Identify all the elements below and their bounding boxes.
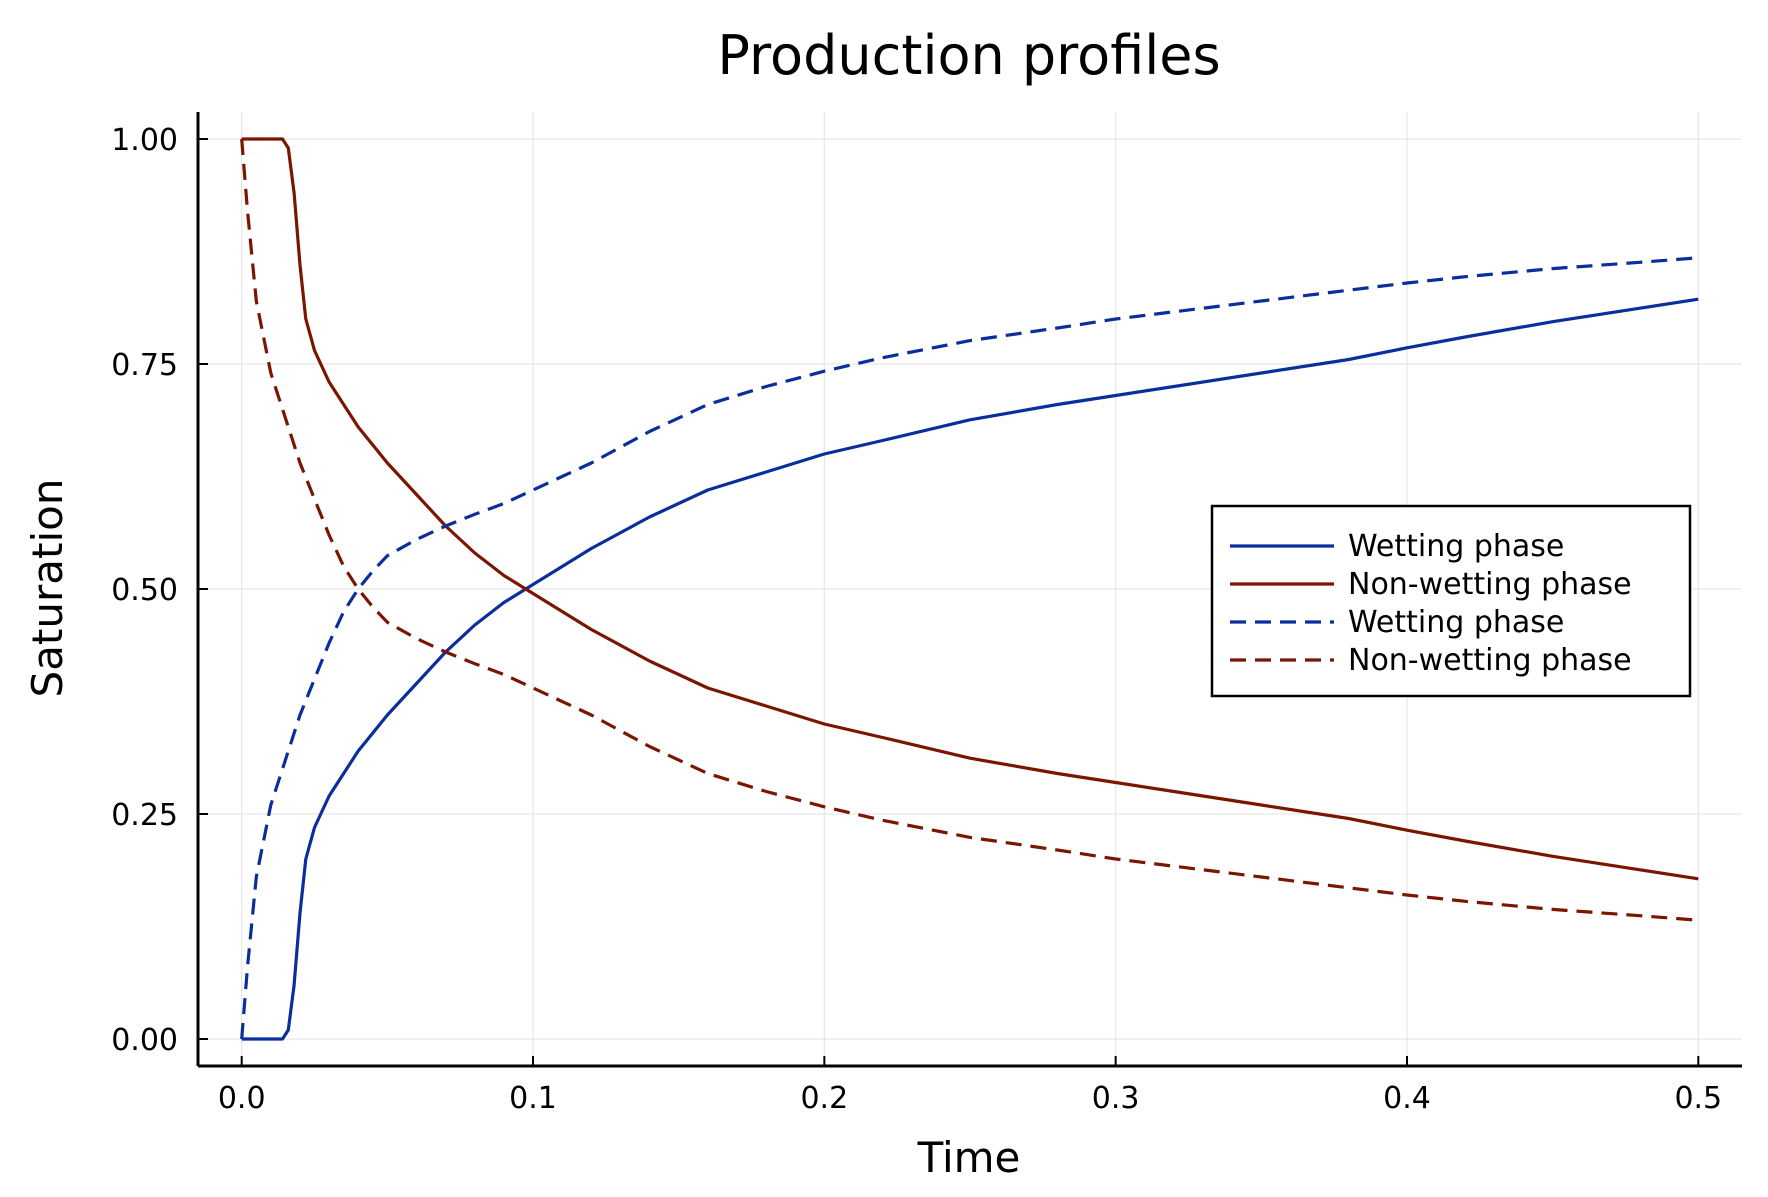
legend-label-2: Non-wetting phase xyxy=(1348,567,1632,602)
y-tick-label: 1.00 xyxy=(111,123,178,158)
x-tick-label: 0.0 xyxy=(218,1081,266,1116)
y-tick-label: 0.75 xyxy=(111,348,178,383)
legend-label-4: Non-wetting phase xyxy=(1348,643,1632,678)
chart-title: Production profiles xyxy=(717,24,1220,87)
y-tick-label: 0.25 xyxy=(111,798,178,833)
series-line-3 xyxy=(240,256,1699,1040)
grid xyxy=(198,112,1742,1066)
legend-label-3: Wetting phase xyxy=(1348,605,1564,640)
legend-label-1: Wetting phase xyxy=(1348,529,1564,564)
tick-labels: 0.0 0.1 0.2 0.3 0.4 0.5 0.00 0.25 0.50 0.75 1.00 xyxy=(111,123,1722,1116)
series-group xyxy=(240,137,1699,1041)
x-axis-label: Time xyxy=(917,1133,1021,1182)
legend-box xyxy=(1210,504,1692,698)
y-tick-label: 0.50 xyxy=(111,573,178,608)
x-tick-label: 0.3 xyxy=(1092,1081,1140,1116)
x-tick-label: 0.1 xyxy=(509,1081,557,1116)
x-tick-label: 0.2 xyxy=(800,1081,848,1116)
y-axis-label: Saturation xyxy=(23,479,72,698)
x-tick-label: 0.4 xyxy=(1383,1081,1431,1116)
series-line-4 xyxy=(240,138,1699,922)
x-tick-label: 0.5 xyxy=(1674,1081,1722,1116)
series-line-2 xyxy=(241,137,1699,881)
series-line-1 xyxy=(241,297,1699,1041)
y-tick-label: 0.00 xyxy=(111,1023,178,1058)
